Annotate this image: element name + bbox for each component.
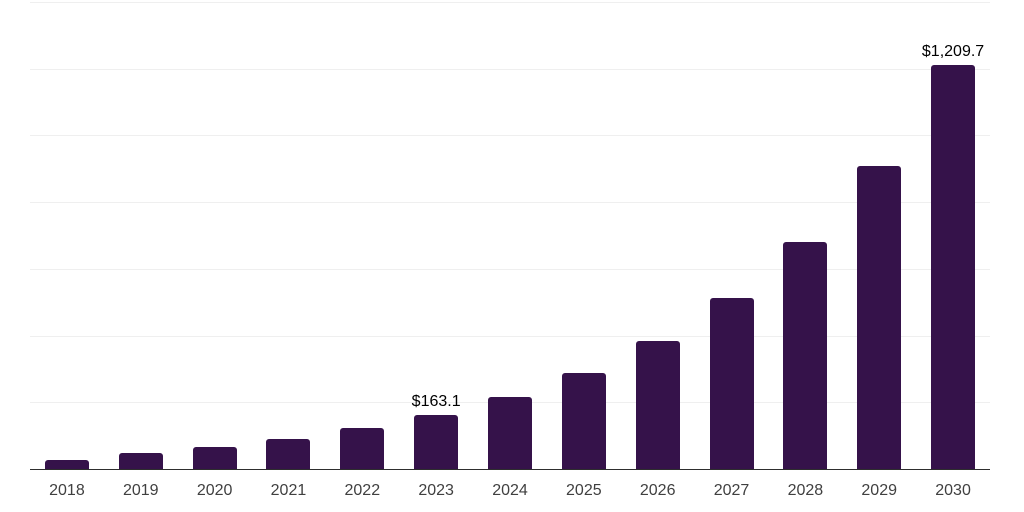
bar-2027: [709, 298, 754, 469]
x-tick-2020: 2020: [196, 482, 233, 499]
bar-2024: [487, 396, 532, 469]
x-tick-2019: 2019: [122, 482, 159, 499]
bars-row: $163.1 $1,209.7: [30, 2, 990, 469]
bar-value-label-2030: $1,209.7: [921, 43, 985, 61]
bar-slot-2028: [768, 2, 842, 469]
gridline-1000: [30, 135, 990, 137]
bar-slot-2024: [473, 2, 547, 469]
bar-2018: [44, 460, 89, 469]
bar-2029: [857, 166, 902, 469]
bar-slot-2021: [252, 2, 326, 469]
gridline-400: [30, 335, 990, 337]
bar-slot-2020: [178, 2, 252, 469]
x-tick-2018: 2018: [49, 482, 85, 499]
bar-2021: [266, 438, 311, 469]
x-axis-labels: 2018 2019 2020 2021 2022 2023 2024 2025 2026 2027…: [30, 471, 990, 511]
bar-slot-2027: [695, 2, 769, 469]
bar-slot-2029: [842, 2, 916, 469]
bar-2030: [931, 65, 976, 469]
gridline-1400: [30, 2, 990, 3]
x-tick-2023: 2023: [418, 482, 454, 499]
bar-slot-2023: $163.1: [399, 2, 473, 469]
x-tick-2026: 2026: [639, 482, 676, 499]
bar-2026: [635, 340, 680, 469]
gridline-600: [30, 268, 990, 270]
gridline-1200: [30, 68, 990, 70]
x-tick-2021: 2021: [270, 482, 307, 499]
bar-2028: [783, 241, 828, 469]
bar-2022: [340, 428, 385, 469]
bar-slot-2026: [621, 2, 695, 469]
x-tick-2022: 2022: [344, 482, 381, 499]
x-tick-2028: 2028: [787, 482, 824, 499]
x-tick-2025: 2025: [566, 482, 602, 499]
plot-area: $163.1 $1,209.7: [30, 2, 990, 470]
bar-slot-2018: [30, 2, 104, 469]
x-tick-2029: 2029: [861, 482, 897, 499]
x-tick-2024: 2024: [492, 482, 528, 499]
bar-slot-2022: [325, 2, 399, 469]
x-tick-2030: 2030: [935, 482, 971, 499]
gridline-800: [30, 202, 990, 204]
x-tick-2027: 2027: [713, 482, 750, 499]
bar-value-label-2023: $163.1: [411, 392, 461, 410]
bar-slot-2019: [104, 2, 178, 469]
bar-2019: [118, 452, 163, 469]
bar-slot-2030: $1,209.7: [916, 2, 990, 469]
bar-2023: [414, 414, 459, 469]
bar-slot-2025: [547, 2, 621, 469]
bar-2020: [192, 447, 237, 469]
bar-2025: [561, 372, 606, 469]
